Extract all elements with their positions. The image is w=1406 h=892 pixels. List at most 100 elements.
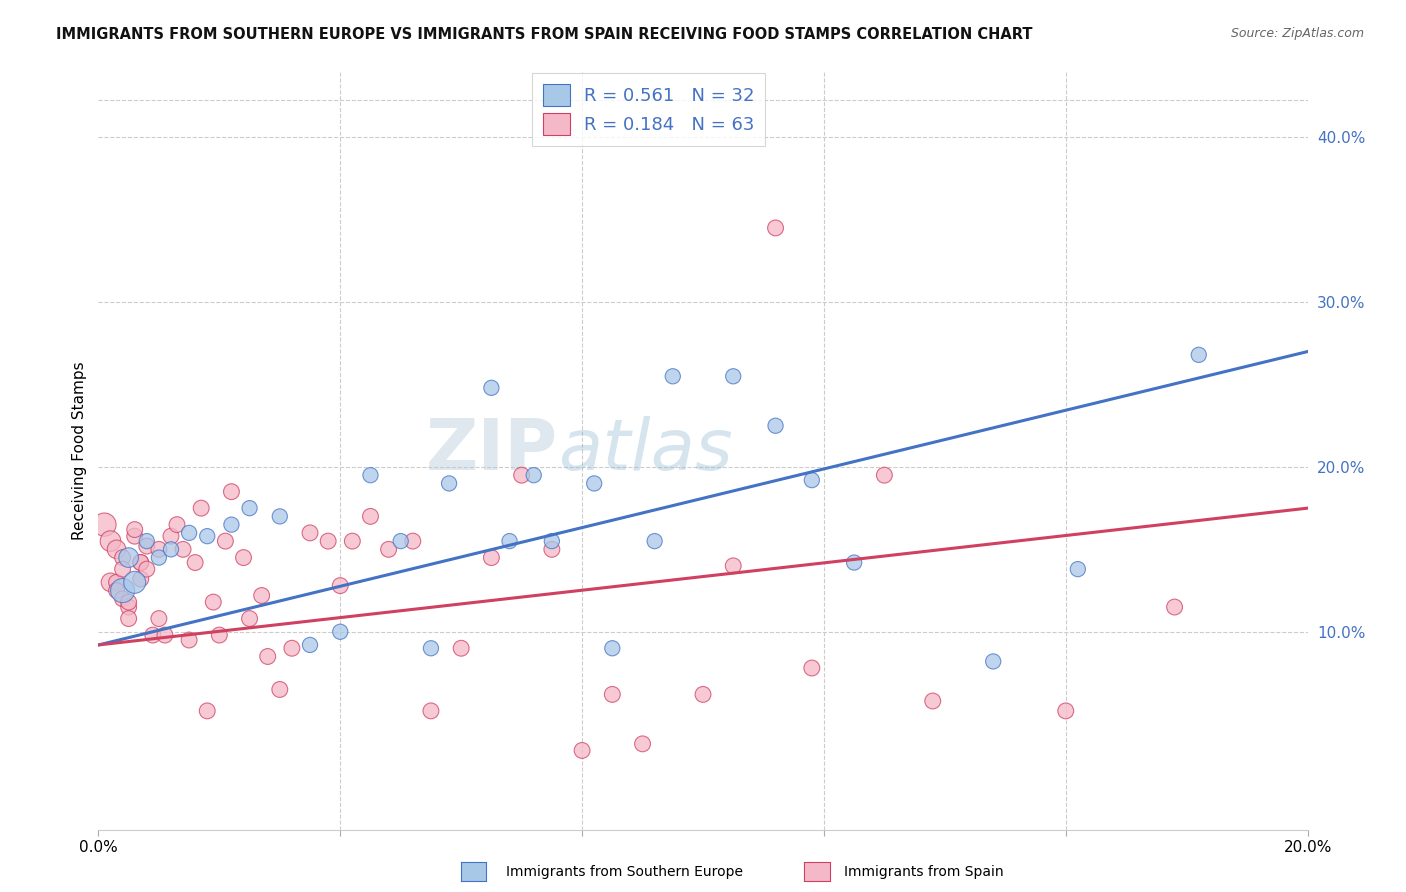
Point [148, 550, 170, 565]
Text: Source: ZipAtlas.com: Source: ZipAtlas.com [1230, 27, 1364, 40]
Point [800, 473, 823, 487]
Point [299, 638, 322, 652]
Point [221, 484, 243, 499]
Point [111, 583, 134, 598]
Point [111, 562, 134, 576]
Point [93, 517, 115, 532]
Point [100, 534, 122, 549]
Point [389, 534, 412, 549]
Point [160, 529, 183, 543]
Point [232, 550, 254, 565]
Point [360, 509, 382, 524]
Point [129, 556, 152, 570]
Point [981, 655, 1004, 669]
Point [179, 633, 201, 648]
Point [281, 641, 304, 656]
Point [1188, 348, 1211, 362]
Point [420, 704, 443, 718]
Point [118, 611, 141, 625]
Point [420, 641, 443, 656]
Point [571, 743, 593, 757]
Point [523, 468, 546, 483]
Point [118, 595, 141, 609]
Point [160, 542, 183, 557]
Point [190, 501, 212, 516]
Text: IMMIGRANTS FROM SOUTHERN EUROPE VS IMMIGRANTS FROM SPAIN RECEIVING FOOD STAMPS C: IMMIGRANTS FROM SOUTHERN EUROPE VS IMMIG… [56, 27, 1033, 42]
Point [153, 628, 176, 642]
Point [402, 534, 425, 549]
Point [481, 550, 503, 565]
Point [1067, 562, 1090, 576]
Point [184, 556, 207, 570]
Point [377, 542, 399, 557]
Point [135, 562, 157, 576]
Legend: R = 0.561   N = 32, R = 0.184   N = 63: R = 0.561 N = 32, R = 0.184 N = 63 [531, 73, 765, 145]
Point [329, 624, 352, 639]
Point [129, 572, 152, 586]
Point [135, 534, 157, 549]
Point [921, 694, 943, 708]
Text: Immigrants from Southern Europe: Immigrants from Southern Europe [506, 865, 744, 880]
Point [602, 687, 624, 701]
Point [765, 221, 787, 235]
Point [269, 509, 291, 524]
Point [844, 556, 866, 570]
Point [583, 476, 606, 491]
Point [723, 369, 745, 384]
Point [631, 737, 654, 751]
Point [510, 468, 533, 483]
Point [124, 575, 146, 590]
Text: Immigrants from Spain: Immigrants from Spain [844, 865, 1004, 880]
Point [129, 556, 152, 570]
Point [172, 542, 194, 557]
Point [221, 517, 243, 532]
Point [250, 589, 273, 603]
Point [1163, 600, 1185, 615]
Point [269, 682, 291, 697]
Point [873, 468, 896, 483]
Point [1054, 704, 1077, 718]
Point [148, 542, 170, 557]
Point [360, 468, 382, 483]
Point [239, 501, 262, 516]
Point [100, 575, 122, 590]
Point [692, 687, 714, 701]
Point [124, 529, 146, 543]
Point [299, 525, 322, 540]
Point [179, 525, 201, 540]
Point [195, 529, 218, 543]
Point [329, 579, 352, 593]
Text: ZIP: ZIP [426, 416, 558, 485]
Point [111, 550, 134, 565]
Point [437, 476, 460, 491]
Point [239, 611, 262, 625]
Point [195, 704, 218, 718]
Point [800, 661, 823, 675]
Point [111, 591, 134, 606]
Y-axis label: Receiving Food Stamps: Receiving Food Stamps [72, 361, 87, 540]
Point [602, 641, 624, 656]
Point [118, 550, 141, 565]
Point [256, 649, 278, 664]
Point [148, 611, 170, 625]
Point [342, 534, 364, 549]
Point [208, 628, 231, 642]
Point [105, 583, 128, 598]
Point [316, 534, 339, 549]
Point [644, 534, 666, 549]
Point [661, 369, 683, 384]
Point [124, 523, 146, 537]
Point [105, 542, 128, 557]
Point [214, 534, 236, 549]
Point [202, 595, 225, 609]
Point [481, 381, 503, 395]
Point [723, 558, 745, 573]
Point [166, 517, 188, 532]
Point [118, 600, 141, 615]
Point [135, 539, 157, 553]
Text: atlas: atlas [558, 416, 733, 485]
Point [105, 575, 128, 590]
Point [540, 542, 562, 557]
Point [142, 628, 165, 642]
Point [540, 534, 562, 549]
